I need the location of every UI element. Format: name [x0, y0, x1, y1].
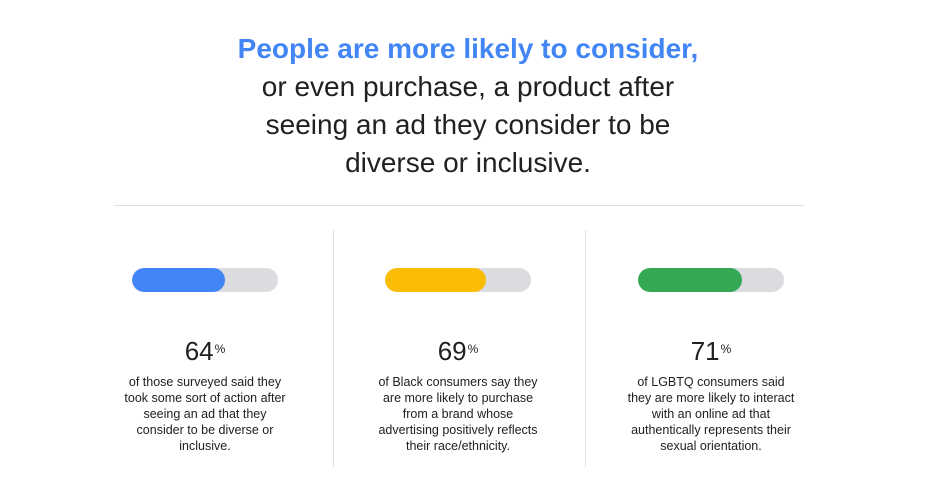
- stat-caption-1: of those surveyed said they took some so…: [124, 375, 286, 453]
- stat-card-1: 64% of those surveyed said they took som…: [80, 268, 330, 454]
- progress-bar-1: [132, 268, 278, 292]
- stat-card-2: 69% of Black consumers say they are more…: [333, 268, 583, 454]
- stat-caption-2: of Black consumers say they are more lik…: [378, 375, 538, 453]
- divider: [114, 205, 804, 206]
- progress-fill-1: [132, 268, 226, 292]
- stat-value-2: 69%: [437, 336, 479, 366]
- progress-fill-2: [385, 268, 486, 292]
- stat-value-1: 64%: [184, 336, 226, 366]
- column-separator: [585, 230, 586, 467]
- headline: People are more likely to consider, or e…: [0, 30, 936, 182]
- progress-bar-3: [638, 268, 784, 292]
- stat-caption-3: of LGBTQ consumers said they are more li…: [627, 375, 795, 453]
- headline-line-3: seeing an ad they consider to be: [265, 109, 671, 140]
- stat-value-3: 71%: [690, 336, 732, 366]
- headline-line-2: or even purchase, a product after: [261, 71, 675, 102]
- headline-line-4: diverse or inclusive.: [345, 147, 591, 178]
- stat-card-3: 71% of LGBTQ consumers said they are mor…: [586, 268, 836, 454]
- headline-lead: People are more likely to consider,: [237, 33, 699, 64]
- progress-fill-3: [638, 268, 742, 292]
- column-separator: [333, 230, 334, 467]
- progress-bar-2: [385, 268, 531, 292]
